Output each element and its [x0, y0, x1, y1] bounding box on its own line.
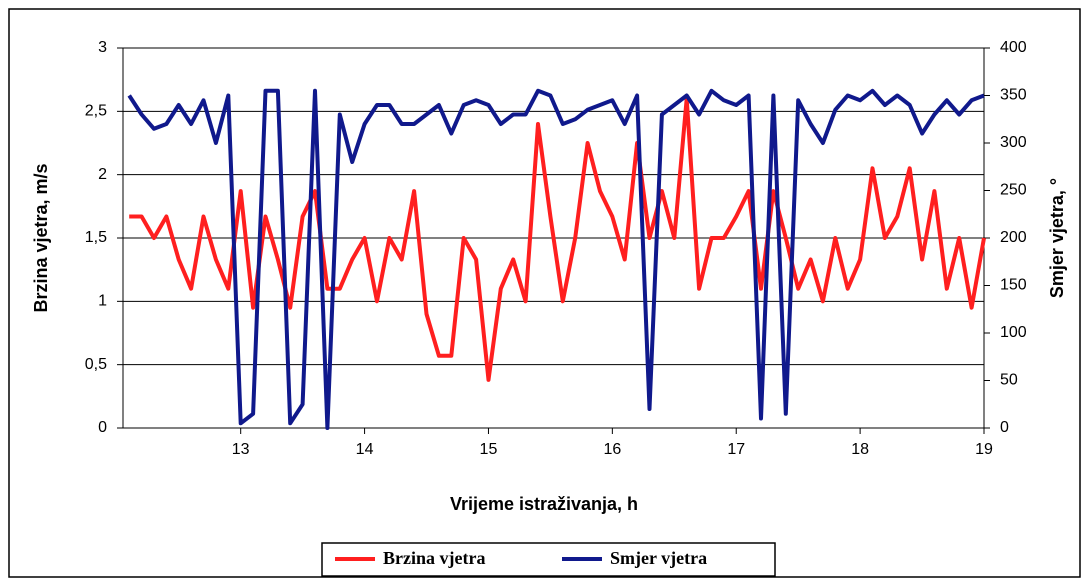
x-tick-label: 16 [603, 441, 621, 458]
frame [8, 8, 1081, 578]
y2-tick-label: 150 [1000, 277, 1027, 294]
y-tick-label: 3 [98, 39, 107, 56]
y2-axis-label: Smjer vjetra, ° [1047, 178, 1067, 298]
series-line [129, 96, 986, 382]
legend-box [321, 542, 776, 577]
x-tick-label: 18 [851, 441, 869, 458]
y-tick-label: 0,5 [85, 356, 107, 373]
y-tick-label: 1 [98, 293, 107, 310]
y-tick-label: 2,5 [85, 103, 107, 120]
y2-tick-label: 400 [1000, 39, 1027, 56]
y-axis-label: Brzina vjetra, m/s [31, 163, 51, 312]
x-tick-label: 15 [480, 441, 498, 458]
legend-label: Smjer vjetra [610, 548, 707, 568]
x-tick-label: 17 [727, 441, 745, 458]
y-tick-label: 0 [98, 419, 107, 436]
series-line [127, 88, 985, 430]
y2-tick-label: 300 [1000, 134, 1027, 151]
legend-label: Brzina vjetra [383, 548, 485, 568]
y2-tick-label: 50 [1000, 372, 1018, 389]
y2-tick-label: 350 [1000, 87, 1027, 104]
x-tick-label: 14 [356, 441, 374, 458]
x-tick-label: 13 [232, 441, 250, 458]
x-tick-label: 19 [975, 441, 993, 458]
x-axis-label: Vrijeme istraživanja, h [450, 494, 638, 514]
y2-tick-label: 200 [1000, 229, 1027, 246]
y2-tick-label: 250 [1000, 182, 1027, 199]
y-tick-label: 1,5 [85, 229, 107, 246]
y-tick-label: 2 [98, 166, 107, 183]
y2-tick-label: 100 [1000, 324, 1027, 341]
y2-tick-label: 0 [1000, 419, 1009, 436]
